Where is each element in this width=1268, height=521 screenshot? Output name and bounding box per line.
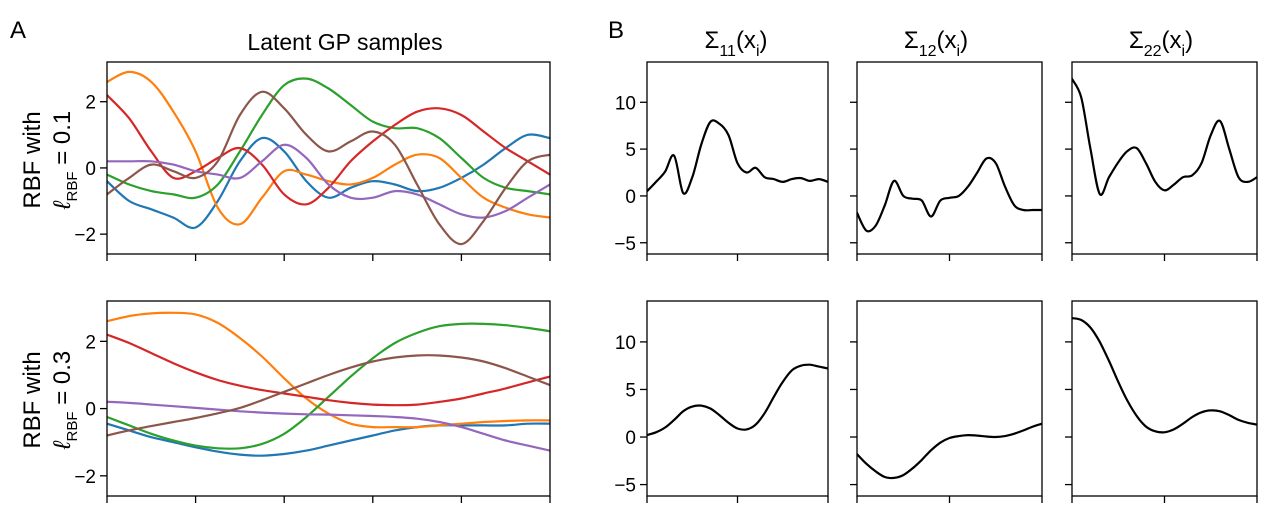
chart-sigma22-l03 xyxy=(1065,300,1258,503)
plot-frame xyxy=(856,61,1043,255)
series-line-1 xyxy=(857,156,1042,233)
title-sigma11: Σ11(xi) xyxy=(704,27,767,60)
y-tick-label: 0 xyxy=(85,400,96,421)
y-tick-label: 5 xyxy=(625,380,636,401)
row-label-1: RBF with ℓRBF = 0.1 xyxy=(19,111,81,210)
y-tick-label: 2 xyxy=(85,93,96,114)
chart-sigma22-l01 xyxy=(1065,61,1258,261)
plot-frame xyxy=(856,300,1043,497)
chart-latent-l01: −2 0 2 xyxy=(74,61,551,261)
series-line-1 xyxy=(107,422,550,457)
y-tick-label: 10 xyxy=(615,333,636,354)
row-label-2-line1: RBF with xyxy=(19,351,46,448)
series-line-6 xyxy=(107,90,550,246)
series-line-2 xyxy=(107,70,550,226)
series-line-1 xyxy=(647,119,828,195)
y-tick-label: −5 xyxy=(614,476,636,497)
row-label-2: RBF with ℓRBF = 0.3 xyxy=(19,351,81,450)
series-line-3 xyxy=(107,77,550,200)
series-line-1 xyxy=(1072,317,1257,434)
plot-frame xyxy=(1071,300,1258,497)
panel-label-a: A xyxy=(10,17,26,44)
plot-frame xyxy=(646,300,829,497)
chart-latent-l03: −2 0 2 xyxy=(74,300,551,503)
series-line-4 xyxy=(107,333,550,407)
y-tick-label: 0 xyxy=(625,187,636,208)
row-label-2-line2: ℓRBF = 0.3 xyxy=(49,351,81,450)
series-line-1 xyxy=(107,133,550,230)
row-label-1-line2: ℓRBF = 0.1 xyxy=(49,111,81,210)
y-tick-label: 10 xyxy=(615,93,636,114)
y-tick-label: 2 xyxy=(85,332,96,353)
chart-sigma11-l03: −5 0 5 10 xyxy=(614,300,829,503)
series-line-1 xyxy=(857,422,1042,480)
chart-sigma11-l01: −5 0 5 10 xyxy=(614,61,829,261)
chart-sigma12-l01 xyxy=(850,61,1043,261)
y-tick-label: 5 xyxy=(625,140,636,161)
chart-sigma12-l03 xyxy=(850,300,1043,503)
plot-frame xyxy=(1071,61,1258,255)
y-tick-label: 0 xyxy=(85,159,96,180)
y-tick-label: −5 xyxy=(614,234,636,255)
series-line-1 xyxy=(1072,77,1257,197)
series-line-1 xyxy=(647,363,828,437)
y-tick-label: 0 xyxy=(625,428,636,449)
series-line-4 xyxy=(107,94,550,206)
row-label-1-line1: RBF with xyxy=(19,111,46,208)
title-latent: Latent GP samples xyxy=(247,29,442,55)
series-line-6 xyxy=(107,354,550,437)
series-line-3 xyxy=(107,322,550,450)
plot-frame xyxy=(106,61,551,255)
title-sigma22: Σ22(xi) xyxy=(1129,27,1193,60)
series-line-5 xyxy=(107,143,550,219)
series-line-2 xyxy=(107,311,550,429)
y-tick-label: −2 xyxy=(74,225,96,246)
panel-label-b: B xyxy=(608,17,624,44)
plot-frame xyxy=(106,300,551,497)
series-line-5 xyxy=(107,400,550,452)
title-sigma12: Σ12(xi) xyxy=(904,27,968,60)
y-tick-label: −2 xyxy=(74,467,96,488)
